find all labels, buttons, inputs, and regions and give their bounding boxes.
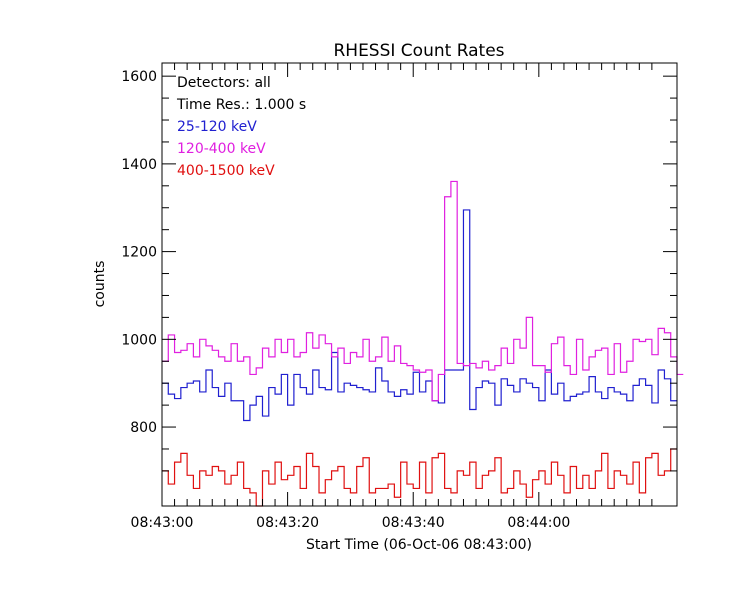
series-line-2 <box>162 180 684 402</box>
y-axis-label: counts <box>92 261 108 308</box>
ticks-layer: 800 1000 1200 1400 1600 08:43:00 08:43:20 08:43… <box>121 63 677 531</box>
x-axis-label: Start Time (06-Oct-06 08:43:00) <box>306 537 532 553</box>
series-line-1 <box>162 209 677 422</box>
annotation-detectors: Detectors: all <box>177 75 271 91</box>
y-tick-label: 1200 <box>121 245 157 261</box>
x-tick-label: 08:43:40 <box>382 515 445 531</box>
y-tick-label: 800 <box>130 420 157 436</box>
x-tick-label: 08:43:00 <box>131 515 194 531</box>
legend-400-1500-kev: 400-1500 keV <box>177 163 275 179</box>
legend-25-120-kev: 25-120 keV <box>177 119 257 135</box>
legend-120-400-kev: 120-400 keV <box>177 141 266 157</box>
annotation-time-res: Time Res.: 1.000 s <box>176 97 306 113</box>
y-tick-label: 1400 <box>121 157 157 173</box>
series-layer <box>162 180 684 507</box>
y-tick-label: 1000 <box>121 332 157 348</box>
plot-frame <box>161 62 678 507</box>
x-tick-label: 08:43:20 <box>256 515 319 531</box>
series-line-3 <box>162 448 677 507</box>
x-tick-label: 08:44:00 <box>507 515 570 531</box>
y-tick-label: 1600 <box>121 69 157 85</box>
chart-title: RHESSI Count Rates <box>333 41 504 61</box>
